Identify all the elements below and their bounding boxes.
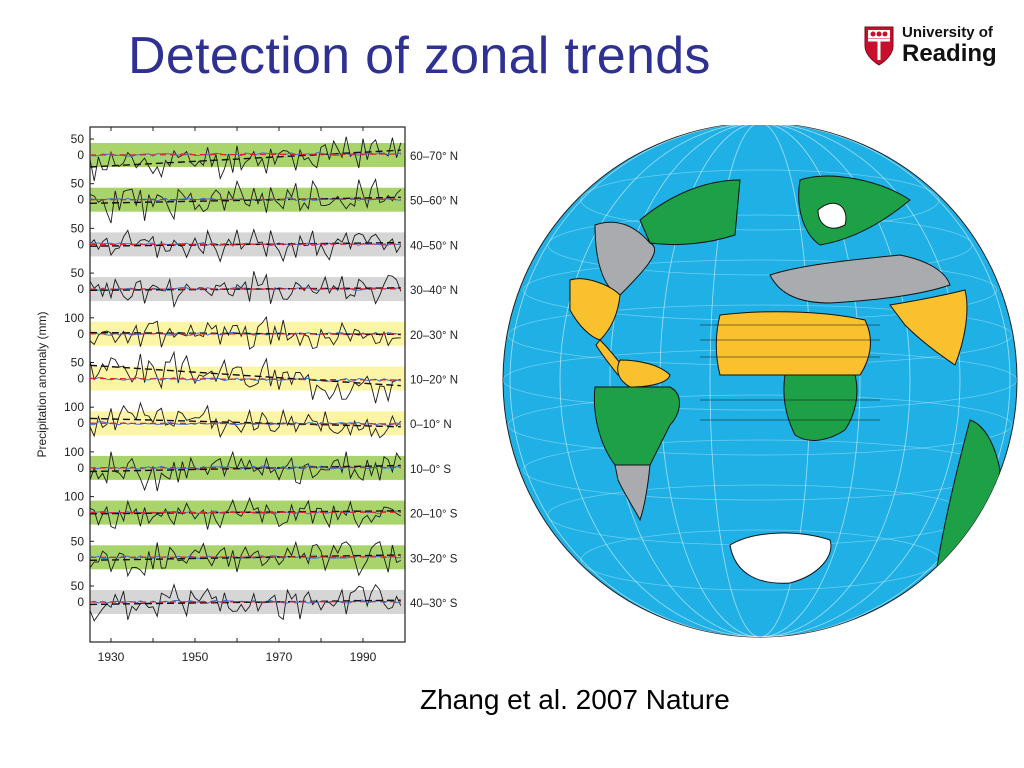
y-tick-label-zero: 0 [77,282,84,296]
zone-label: 30–20° S [410,553,458,565]
observed-series [89,271,402,309]
latitude-line [547,214,973,276]
y-tick-label-top: 50 [71,356,85,370]
plot-frame [89,126,406,643]
y-tick-label-top: 100 [64,445,84,459]
x-tick-label: 1990 [350,650,377,664]
longitude-line [559,125,961,637]
latitude-line [580,169,940,231]
observed-trend-line [89,149,401,168]
x-tick-label: 1970 [266,650,293,664]
latitude-line [507,394,1013,456]
zone-label: 40–30° S [410,598,458,610]
y-tick-label-top: 50 [71,221,85,235]
observed-series [89,496,402,530]
y-axis-label: Precipitation anomaly (mm) [35,311,49,457]
y-tick-label-top: 100 [64,400,84,414]
zone-label: 20–30° N [410,330,458,342]
slide-title: Detection of zonal trends [128,27,711,85]
observed-trend-line [89,364,401,387]
y-tick-label-zero: 0 [77,595,84,609]
model-trend-line [89,377,401,381]
observed-series [89,315,401,350]
x-tick-label: 1950 [182,650,209,664]
globe-content [503,125,1017,637]
longitude-line [509,125,1011,637]
precipitation-anomaly-chart: 50 0 60–70° N 50 0 50–60° N 50 0 40–50° N 50 0 30–4… [35,126,458,664]
y-tick-label-top: 50 [71,132,85,146]
zone-label: 60–70° N [410,151,458,163]
zone-label: 10–0° S [410,464,451,476]
continent-asia-south [889,289,968,366]
y-tick-label-top: 50 [71,177,85,191]
globe-map [502,125,1018,638]
zone-label: 20–10° S [410,509,458,521]
y-tick-label-zero: 0 [77,148,84,162]
observed-series [89,178,402,224]
continent-south-america-south [614,464,651,522]
model-trend-line [89,153,401,156]
continent-eurasia-north [798,175,911,246]
citation: Zhang et al. 2007 Nature [420,684,730,715]
continent-south-america-north [617,359,671,388]
continent-africa-north [715,311,871,376]
logo-line2: Reading [902,40,997,67]
y-tick-label-zero: 0 [77,372,84,386]
zone-label: 40–50° N [410,240,458,252]
zone-label: 30–40° N [410,285,458,297]
longitude-line [609,125,911,637]
y-tick-label-zero: 0 [77,461,84,475]
continent-antarctica [729,532,832,584]
y-tick-label-top: 50 [71,534,85,548]
university-logo: University of Reading [864,24,1004,74]
y-tick-label-top: 50 [71,266,85,280]
x-tick-label: 1930 [98,650,125,664]
y-tick-label-zero: 0 [77,550,84,564]
y-tick-label-zero: 0 [77,193,84,207]
greenland-ice [817,202,847,229]
y-tick-label-top: 100 [64,490,84,504]
observed-series [89,350,401,404]
observed-trend-line [89,196,401,204]
observed-series [89,540,401,578]
continent-africa-south [783,374,858,441]
longitude-line [609,125,911,637]
zone-label: 10–20° N [410,375,458,387]
observed-series [89,136,402,181]
observed-series [89,450,402,492]
longitude-line [559,125,961,637]
longitude-line [509,125,1011,637]
continent-north-america-mid [594,221,656,296]
continent-eurasia-mid [769,254,951,304]
y-tick-label-top: 50 [71,579,85,593]
observed-series [89,583,402,622]
y-tick-label-top: 100 [64,311,84,325]
model-trend-line [89,422,401,425]
y-tick-label-zero: 0 [77,506,84,520]
zone-label: 0–10° N [410,419,452,431]
y-tick-label-zero: 0 [77,237,84,251]
continent-north-america-south [569,278,621,341]
y-tick-label-zero: 0 [77,416,84,430]
observed-trend-line [89,417,401,428]
logo-text: University of Reading [902,24,997,67]
logo-line1: University of [902,24,993,41]
shield-crest-icon [864,26,894,66]
observed-trend-line [89,464,401,473]
zone-label: 50–60° N [410,196,458,208]
y-tick-label-zero: 0 [77,327,84,341]
continent-north-america-north [639,179,741,246]
